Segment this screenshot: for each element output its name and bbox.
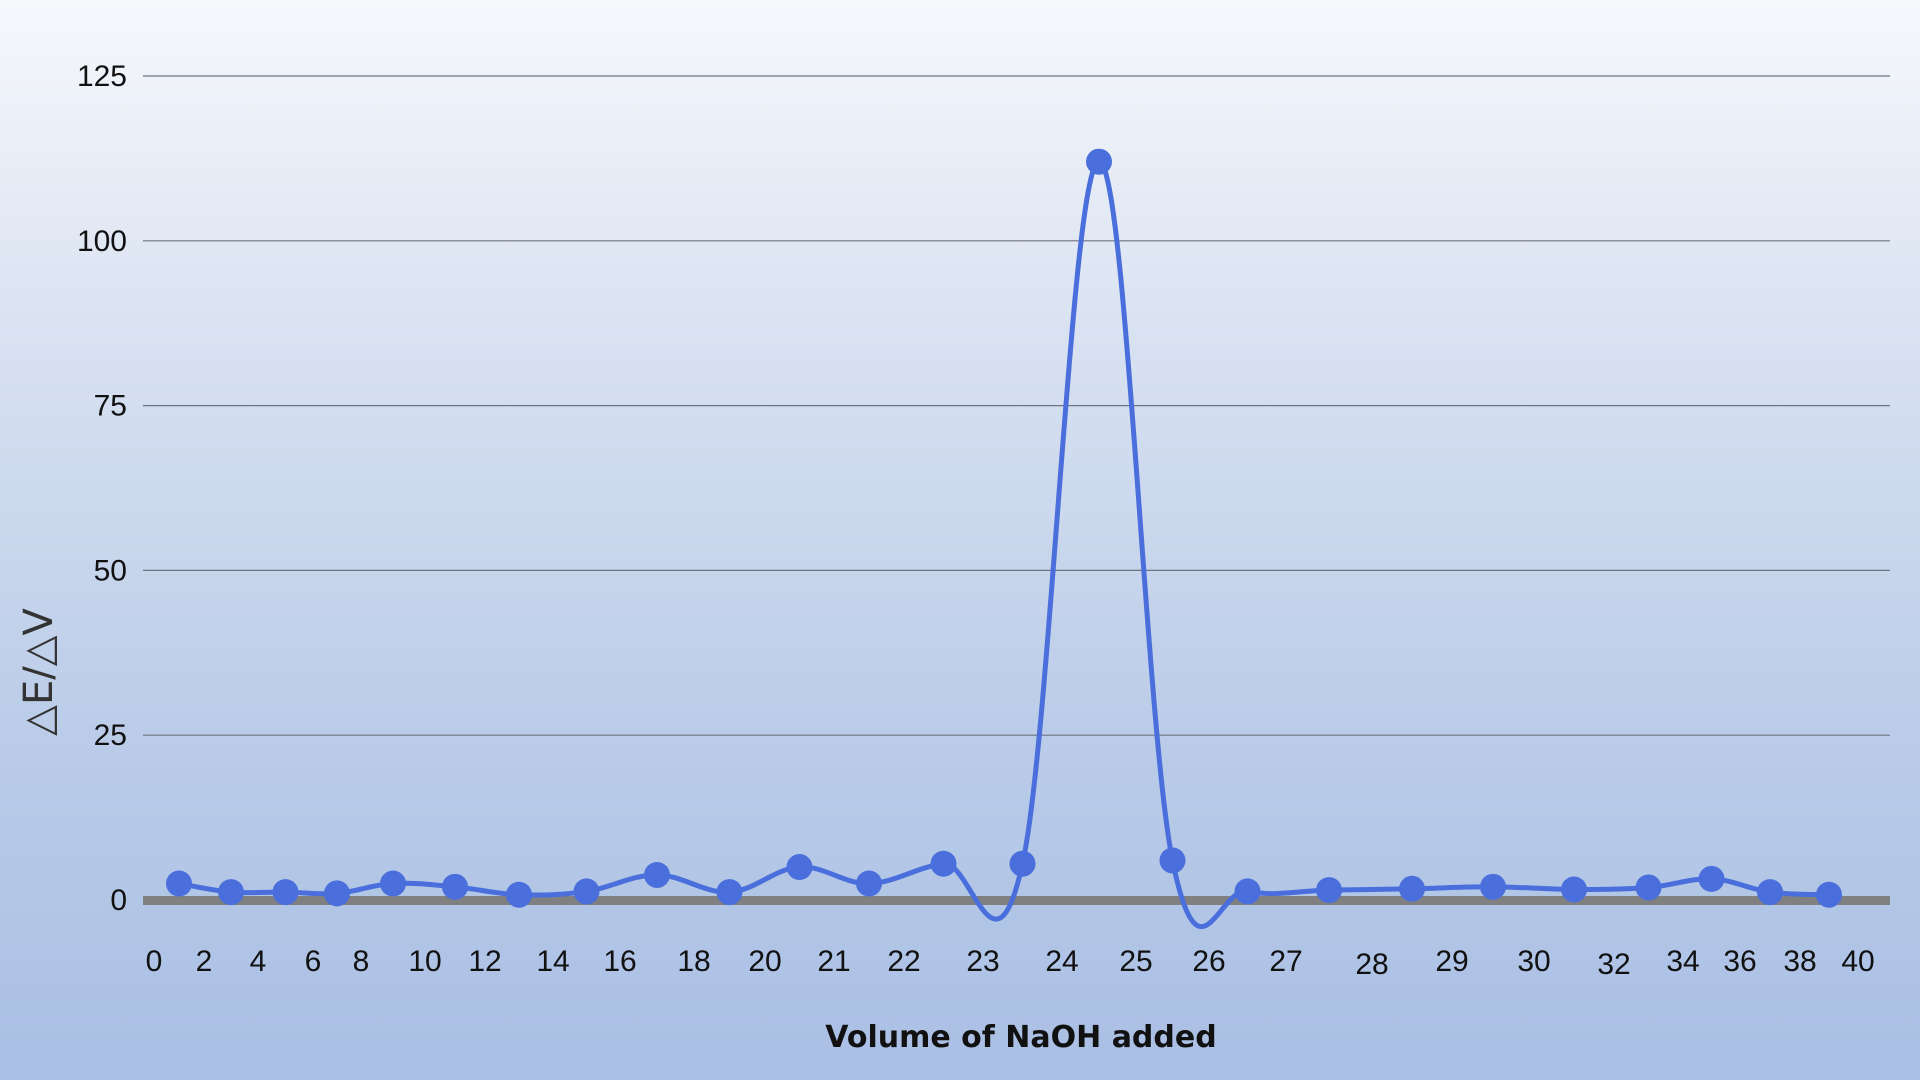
data-point: [1234, 878, 1261, 905]
data-point: [786, 854, 813, 881]
y-tick-label: 50: [94, 554, 127, 587]
data-point: [1480, 873, 1506, 900]
y-tick-label: 100: [77, 225, 127, 258]
x-tick-label: 8: [353, 945, 370, 978]
data-point: [1561, 876, 1587, 903]
x-tick-label: 34: [1666, 945, 1699, 978]
x-axis-title: Volume of NaOH added: [825, 1020, 1216, 1055]
data-point: [856, 870, 882, 897]
data-point: [1635, 874, 1662, 901]
x-tick-label: 22: [887, 945, 920, 978]
data-point: [506, 881, 532, 908]
series-line: [178, 159, 1830, 929]
data-point: [272, 879, 299, 906]
data-point: [1757, 879, 1783, 906]
data-point: [166, 870, 192, 897]
data-point: [716, 879, 743, 906]
x-tick-label: 24: [1045, 945, 1078, 978]
x-tick-label: 18: [677, 945, 710, 978]
x-tick-label: 25: [1119, 945, 1152, 978]
y-axis-tick-labels: 0 25 50 75 100 125: [77, 60, 127, 917]
y-tick-label: 25: [94, 719, 127, 752]
data-point: [1009, 850, 1036, 877]
data-point: [644, 861, 670, 888]
x-tick-label: 10: [408, 945, 441, 978]
x-tick-label: 20: [748, 945, 781, 978]
x-axis-tick-labels: 0 2 4 6 8 10 12 14 16 18 20 21 22 23 24 25 26 27 28 29 30 32 3…: [146, 945, 1875, 981]
data-point: [324, 880, 350, 907]
x-tick-label: 36: [1723, 945, 1756, 978]
data-point: [1399, 875, 1425, 902]
x-tick-label: 27: [1269, 945, 1302, 978]
data-point: [218, 879, 244, 906]
x-tick-label: 14: [536, 945, 569, 978]
x-tick-label: 6: [305, 945, 322, 978]
data-point: [380, 870, 406, 897]
gridlines: [143, 75, 1890, 736]
x-tick-label: 28: [1355, 948, 1388, 981]
data-points: [166, 148, 1842, 908]
data-point: [1816, 881, 1842, 908]
x-tick-label: 12: [468, 945, 501, 978]
x-tick-label: 23: [966, 945, 999, 978]
data-point: [1086, 148, 1112, 175]
x-tick-label: 30: [1517, 945, 1550, 978]
data-point: [930, 850, 957, 877]
data-point: [573, 878, 600, 905]
y-tick-label: 75: [94, 390, 127, 423]
x-tick-label: 21: [817, 945, 850, 978]
x-axis-baseline: [143, 896, 1890, 905]
x-tick-label: 0: [146, 945, 163, 978]
data-point: [442, 873, 468, 900]
data-point: [1159, 847, 1186, 874]
y-tick-label: 125: [77, 60, 127, 93]
data-point: [1316, 877, 1342, 904]
x-tick-label: 38: [1783, 945, 1816, 978]
x-tick-label: 32: [1597, 948, 1630, 981]
x-tick-label: 40: [1841, 945, 1874, 978]
x-tick-label: 26: [1192, 945, 1225, 978]
data-point: [1698, 865, 1725, 892]
x-tick-label: 2: [196, 945, 213, 978]
y-axis-title: △E/△V: [16, 608, 62, 736]
x-tick-label: 16: [603, 945, 636, 978]
y-tick-label: 0: [110, 884, 127, 917]
x-tick-label: 4: [250, 945, 267, 978]
x-tick-label: 29: [1435, 945, 1468, 978]
